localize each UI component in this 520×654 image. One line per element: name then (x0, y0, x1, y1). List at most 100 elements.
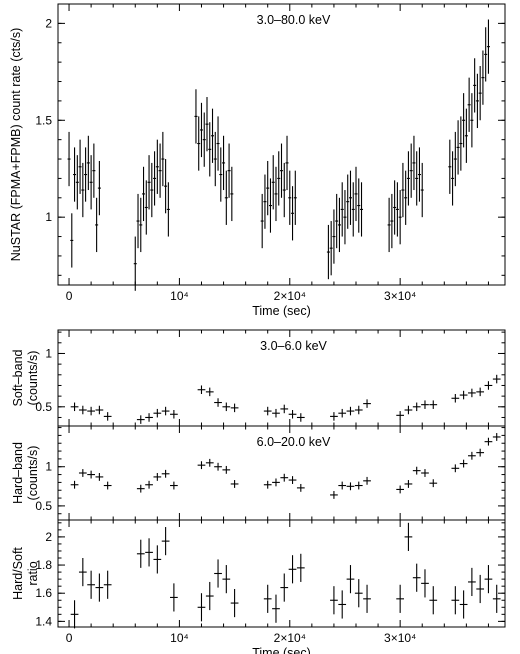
data-point (354, 405, 363, 415)
data-point (87, 570, 95, 599)
data-point (406, 151, 410, 206)
data-point (338, 590, 347, 619)
y-axis-label-line2: ratio (26, 561, 40, 585)
data-point (329, 221, 333, 276)
data-point (103, 481, 112, 490)
data-point (467, 77, 471, 132)
data-point (230, 403, 239, 413)
data-point (395, 182, 399, 237)
data-point (363, 584, 371, 613)
data-point (293, 170, 297, 225)
data-point (268, 178, 272, 233)
data-point (468, 567, 476, 597)
x-axis-label: Time (sec) (252, 646, 311, 654)
data-point (396, 485, 405, 494)
data-point (330, 586, 338, 615)
data-point (75, 155, 79, 210)
data-point (224, 170, 228, 225)
data-point (486, 19, 490, 74)
data-point (476, 574, 485, 604)
data-point (227, 143, 231, 198)
data-point (136, 415, 145, 424)
data-point (338, 408, 347, 418)
data-point (222, 135, 226, 191)
data-point (396, 411, 405, 420)
data-point (208, 122, 212, 177)
x-axis-label: Time (sec) (252, 304, 311, 318)
data-point (153, 545, 162, 574)
data-point (222, 465, 231, 474)
data-point (147, 155, 151, 210)
y-axis-label-line1: Soft–band (11, 349, 25, 406)
data-point (263, 406, 272, 416)
data-point (103, 570, 112, 599)
data-point (288, 410, 297, 419)
data-point (484, 565, 493, 594)
data-point (139, 197, 143, 253)
plot-frame (57, 519, 506, 628)
data-point (456, 120, 460, 175)
data-point (421, 469, 429, 477)
data-point (398, 190, 402, 245)
data-point (348, 170, 352, 225)
data-point (484, 381, 493, 390)
data-point (337, 197, 341, 253)
data-point (78, 558, 87, 587)
energy-band-label: 6.0–20.0 keV (257, 435, 331, 449)
data-point (161, 406, 170, 416)
data-point (459, 459, 468, 468)
data-point (451, 586, 460, 615)
data-point (70, 213, 74, 268)
data-point (421, 569, 429, 598)
data-point (155, 139, 159, 194)
data-point (346, 482, 355, 491)
data-point (464, 108, 468, 163)
data-point (448, 139, 452, 194)
hard-band-panel: 0.5 1 6.0–20.0 keV Hard–band (counts/s) (11, 425, 506, 521)
data-point (277, 151, 281, 206)
data-point (421, 400, 429, 409)
x-tick-label: 10⁴ (170, 289, 189, 303)
data-point (429, 586, 438, 615)
data-point (211, 108, 215, 163)
data-point (153, 408, 162, 418)
data-point (343, 190, 347, 245)
data-point (145, 538, 153, 567)
data-point (145, 480, 153, 489)
data-point (288, 170, 292, 225)
data-point (415, 151, 419, 206)
data-point (263, 480, 272, 489)
data-point (470, 93, 474, 148)
data-point (263, 584, 272, 613)
data-point (288, 555, 297, 584)
data-point (199, 102, 203, 158)
data-point (78, 139, 82, 194)
y-axis-label-line1: Hard–band (11, 442, 25, 504)
data-point (214, 559, 222, 588)
data-point (354, 579, 363, 608)
data-point (476, 387, 485, 397)
data-point (272, 408, 280, 418)
data-point (78, 405, 87, 415)
data-point (230, 588, 239, 618)
data-point (404, 522, 413, 551)
data-point (280, 143, 283, 198)
x-tick-label: 0 (66, 289, 73, 303)
data-point (260, 193, 264, 249)
data-point (214, 462, 222, 471)
data-point (285, 135, 289, 191)
data-point (481, 50, 485, 105)
data-point (213, 131, 217, 187)
x-tick-label: 3×10⁴ (384, 631, 416, 645)
y-tick-label: 2 (45, 530, 52, 544)
data-point (197, 461, 206, 470)
energy-band-label: 3.0–80.0 keV (257, 13, 331, 27)
data-point (153, 473, 162, 481)
data-point (164, 159, 168, 214)
data-point (340, 182, 344, 237)
data-point (70, 600, 79, 629)
data-point (282, 162, 286, 218)
data-point (70, 402, 79, 412)
data-point (87, 470, 95, 479)
data-point (280, 404, 289, 414)
